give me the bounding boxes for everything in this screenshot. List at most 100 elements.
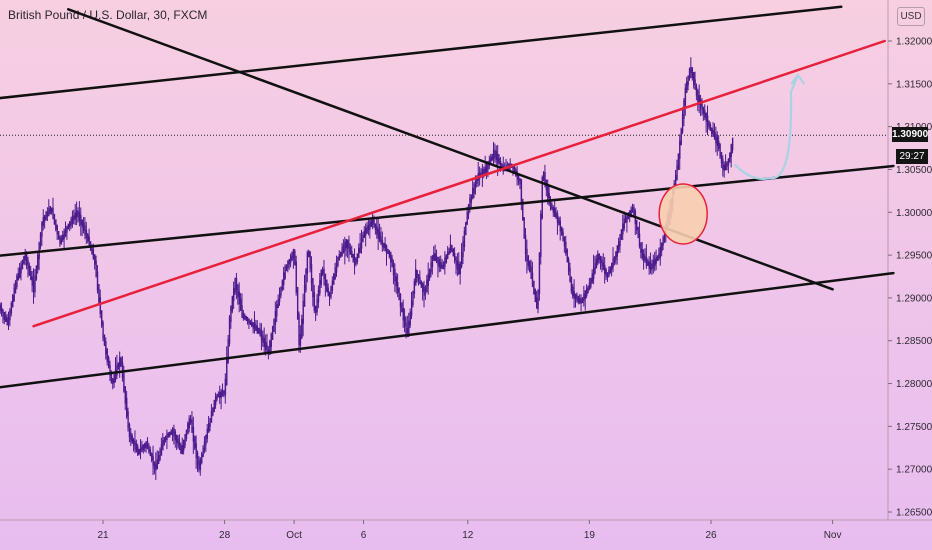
candle-body: [77, 210, 79, 218]
candle-body: [674, 175, 677, 188]
candle-body: [372, 219, 374, 225]
candle-body: [98, 284, 100, 303]
candle-body: [380, 236, 382, 245]
candle-body: [408, 320, 410, 337]
candle-body: [153, 461, 156, 469]
candle-body: [465, 221, 467, 236]
candle-body: [419, 277, 421, 285]
candle-body: [373, 220, 375, 227]
candle-body: [490, 157, 492, 163]
candle-body: [619, 234, 621, 247]
candle-body: [415, 268, 417, 286]
candle-body: [170, 430, 172, 435]
candle-body: [178, 442, 181, 451]
candle-body: [173, 428, 175, 437]
candle-body: [433, 253, 435, 261]
candle-body: [220, 390, 222, 398]
candle-body: [434, 253, 436, 262]
candle-body: [620, 229, 623, 240]
candle-body: [296, 286, 299, 320]
candle-body: [602, 262, 605, 271]
candle-body: [2, 309, 4, 317]
candle-body: [566, 249, 568, 263]
candle-body: [693, 72, 695, 86]
y-tick-label: 1.29000: [896, 293, 932, 304]
candle-body: [701, 103, 703, 111]
y-tick-label: 1.30500: [896, 165, 932, 176]
candle-body: [21, 259, 24, 270]
candle-body: [174, 431, 177, 441]
candle-body: [583, 293, 585, 302]
candle-body: [360, 238, 363, 249]
candle-body: [351, 250, 353, 258]
candle-body: [719, 144, 721, 157]
candle-body: [549, 199, 552, 209]
candle-body: [495, 151, 498, 161]
candle-body: [554, 208, 556, 218]
candle-body: [167, 433, 170, 438]
candle-body: [399, 293, 402, 308]
candle-body: [637, 226, 639, 239]
candle-body: [277, 298, 279, 309]
candle-body: [390, 251, 392, 263]
candle-body: [267, 349, 270, 354]
candle-body: [78, 211, 81, 222]
candle-body: [271, 325, 274, 340]
candle-body: [565, 241, 567, 254]
candle-body: [406, 328, 409, 338]
candle-body: [447, 251, 449, 259]
candle-body: [551, 204, 553, 211]
candle-body: [252, 322, 254, 329]
candle-body: [330, 285, 332, 298]
candle-body: [34, 275, 36, 293]
candle-body: [385, 245, 388, 254]
candle-body: [438, 259, 441, 268]
candle-body: [20, 263, 22, 274]
candle-body: [340, 251, 342, 258]
candle-body: [455, 256, 457, 266]
candle-body: [417, 274, 420, 281]
black-trendline: [0, 164, 895, 257]
candle-body: [313, 292, 316, 311]
candle-body: [142, 444, 145, 451]
currency-button[interactable]: USD: [897, 7, 925, 26]
candle-body: [156, 459, 158, 470]
candle-body: [59, 235, 61, 245]
candle-body: [541, 176, 543, 219]
candle-body: [137, 446, 139, 456]
candle-body: [730, 144, 732, 158]
candle-body: [590, 278, 592, 288]
candle-body: [608, 269, 610, 277]
candle-body: [253, 322, 256, 331]
candle-body: [213, 399, 215, 413]
y-tick-label: 1.27000: [896, 465, 932, 476]
candle-body: [453, 252, 456, 261]
candle-body: [66, 225, 68, 233]
candle-body: [540, 213, 542, 258]
candle-body: [676, 165, 678, 180]
candle-body: [216, 394, 218, 400]
x-tick-label: 19: [584, 530, 596, 541]
candle-body: [109, 364, 111, 376]
x-tick-label: 28: [219, 530, 231, 541]
candle-body: [469, 198, 471, 209]
candle-body: [264, 341, 267, 350]
candle-body: [370, 220, 373, 227]
candle-body: [206, 428, 209, 439]
candle-body: [298, 314, 300, 346]
candle-body: [695, 85, 698, 96]
candle-body: [452, 248, 455, 257]
x-tick-label: 26: [705, 530, 717, 541]
last-price-badge: 1.30900: [892, 127, 929, 142]
candle-body: [184, 434, 186, 446]
candle-body: [223, 390, 225, 395]
candle-body: [677, 153, 680, 171]
candle-body: [527, 255, 530, 267]
candle-body: [24, 254, 26, 261]
candle-body: [107, 357, 110, 369]
candle-body: [591, 273, 593, 283]
candle-body: [245, 315, 247, 322]
candle-body: [63, 230, 65, 239]
